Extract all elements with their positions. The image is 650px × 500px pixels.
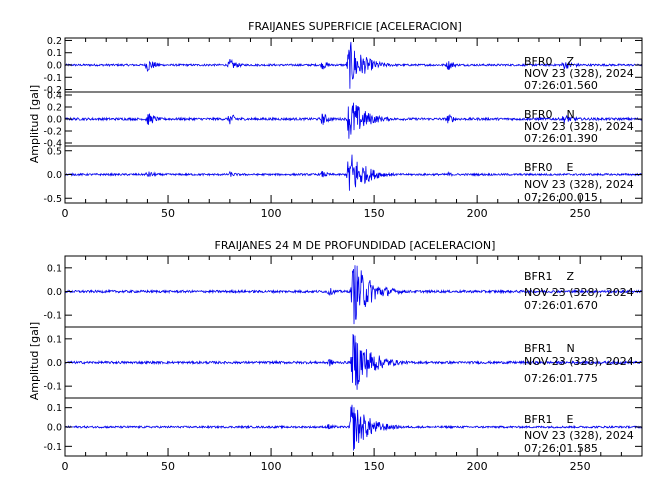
depth-title: FRAIJANES 24 M DE PROFUNDIDAD [ACELERACI… <box>215 239 496 252</box>
y-tick-label: -0.1 <box>43 311 62 322</box>
y-tick-label: 0.1 <box>47 403 62 414</box>
y-tick-label: 0.1 <box>47 334 62 345</box>
depth-ylabel: Amplitud [gal] <box>28 322 41 400</box>
y-tick-label: -0.1 <box>43 442 62 453</box>
panel-time-label: 07:26:01.585 <box>524 442 598 455</box>
x-tick-label: 100 <box>261 460 282 473</box>
y-tick-label: 0.5 <box>47 146 62 157</box>
surface-x-axis: 0 50 100 150 200 250 <box>62 38 643 220</box>
y-tick-label: 0.2 <box>47 103 62 114</box>
panel-station-label: BFR0 N <box>524 108 575 121</box>
waveform-trace <box>64 404 643 451</box>
surface-figure: FRAIJANES SUPERFICIE [ACELERACION] Ampli… <box>28 20 643 220</box>
y-tick-label: 0.1 <box>47 263 62 274</box>
panel-station-label: BFR1 E <box>524 413 574 426</box>
panel-date-label: NOV 23 (328), 2024 <box>524 178 634 191</box>
depth-figure: FRAIJANES 24 M DE PROFUNDIDAD [ACELERACI… <box>28 239 643 473</box>
panel-station-label: BFR1 N <box>524 342 575 355</box>
y-tick-label: -0.2 <box>43 127 62 138</box>
x-tick-label: 0 <box>62 460 69 473</box>
y-tick-label: -0.5 <box>43 194 62 205</box>
depth-panel-e: BFR1 E NOV 23 (328), 2024 07:26:01.585 -0… <box>43 397 643 457</box>
y-tick-label: 0.0 <box>47 61 62 72</box>
panel-time-label: 07:26:01.390 <box>524 132 598 145</box>
depth-panel-n: BFR1 N NOV 23 (328), 2024 07:26:01.775 -0… <box>43 326 643 399</box>
waveform-trace <box>64 102 643 139</box>
y-tick-label: 0.1 <box>47 48 62 59</box>
waveform-trace <box>64 333 643 390</box>
depth-x-axis: 0 50 100 150 200 250 <box>62 256 643 473</box>
waveform-trace <box>64 154 643 191</box>
x-tick-label: 250 <box>570 207 591 220</box>
x-tick-label: 250 <box>570 460 591 473</box>
y-tick-label: -0.1 <box>43 73 62 84</box>
depth-panel-z: BFR1 Z NOV 23 (328), 2024 07:26:01.670 -0… <box>43 255 643 328</box>
x-tick-label: 0 <box>62 207 69 220</box>
panel-date-label: NOV 23 (328), 2024 <box>524 355 634 368</box>
panel-time-label: 07:26:01.560 <box>524 79 598 92</box>
y-tick-label: 0.0 <box>47 423 62 434</box>
panel-time-label: 07:26:00.015 <box>524 191 598 204</box>
y-tick-label: 0.0 <box>47 170 62 181</box>
x-tick-label: 150 <box>364 207 385 220</box>
panel-time-label: 07:26:01.775 <box>524 372 598 385</box>
y-tick-label: 0.0 <box>47 287 62 298</box>
y-tick-label: -0.4 <box>43 139 62 150</box>
surface-title: FRAIJANES SUPERFICIE [ACELERACION] <box>248 20 462 33</box>
panel-date-label: NOV 23 (328), 2024 <box>524 429 634 442</box>
panel-date-label: NOV 23 (328), 2024 <box>524 67 634 80</box>
panel-date-label: NOV 23 (328), 2024 <box>524 120 634 133</box>
panel-station-label: BFR0 Z <box>524 55 575 68</box>
waveform-trace <box>64 41 643 89</box>
panel-time-label: 07:26:01.670 <box>524 299 598 312</box>
y-tick-label: 0.4 <box>47 91 62 102</box>
x-tick-label: 50 <box>161 460 175 473</box>
panel-station-label: BFR1 Z <box>524 270 575 283</box>
waveform-trace <box>64 265 643 325</box>
panel-station-label: BFR0 E <box>524 161 574 174</box>
panel-date-label: NOV 23 (328), 2024 <box>524 286 634 299</box>
y-tick-label: -0.2 <box>43 85 62 96</box>
surface-panel-n: BFR0 N NOV 23 (328), 2024 07:26:01.390 -0… <box>43 91 643 150</box>
y-tick-label: 0.0 <box>47 115 62 126</box>
x-tick-label: 50 <box>161 207 175 220</box>
x-tick-label: 200 <box>467 207 488 220</box>
surface-panel-e: BFR0 E NOV 23 (328), 2024 07:26:00.015 -0… <box>43 145 643 205</box>
y-tick-label: -0.1 <box>43 382 62 393</box>
x-tick-label: 200 <box>467 460 488 473</box>
x-tick-label: 100 <box>261 207 282 220</box>
y-tick-label: 0.2 <box>47 36 62 47</box>
x-tick-label: 150 <box>364 460 385 473</box>
surface-panel-z: BFR0 Z NOV 23 (328), 2024 07:26:01.560 -0… <box>43 36 643 96</box>
y-tick-label: 0.0 <box>47 358 62 369</box>
surface-ylabel: Amplitud [gal] <box>28 85 41 163</box>
